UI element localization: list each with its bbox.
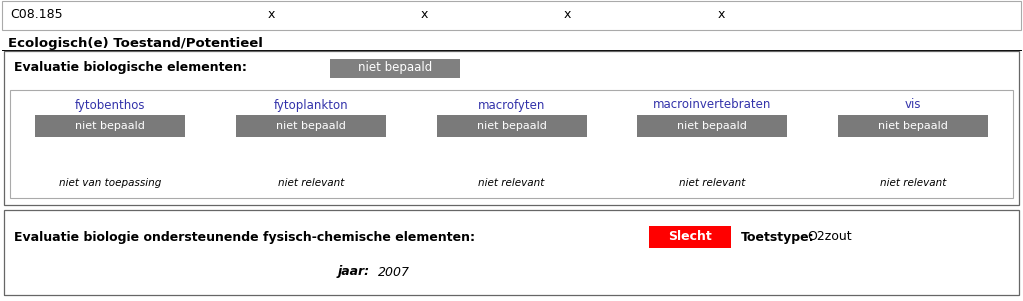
Text: fytobenthos: fytobenthos [75,98,145,111]
Bar [2,1,1021,30]
Text: niet relevant: niet relevant [880,178,946,188]
Bar [649,226,731,248]
Text: niet bepaald: niet bepaald [477,121,546,131]
Text: vis: vis [904,98,921,111]
Text: jaar:: jaar: [338,265,370,278]
Text: 2007: 2007 [379,265,410,278]
Bar [236,115,386,137]
Text: niet van toepassing: niet van toepassing [59,178,162,188]
Text: niet relevant: niet relevant [479,178,544,188]
Text: niet relevant: niet relevant [679,178,746,188]
Text: niet bepaald: niet bepaald [276,121,346,131]
Text: x: x [420,8,429,21]
Text: niet bepaald: niet bepaald [358,61,432,75]
Text: Evaluatie biologische elementen:: Evaluatie biologische elementen: [14,61,247,75]
Bar [4,295,1019,296]
Text: x: x [717,8,725,21]
Text: x: x [564,8,572,21]
Text: Evaluatie biologie ondersteunende fysisch-chemische elementen:: Evaluatie biologie ondersteunende fysisc… [14,231,475,244]
Text: fytoplankton: fytoplankton [273,98,348,111]
Bar [838,115,987,137]
Bar [36,115,185,137]
Text: Toetstype:: Toetstype: [741,231,814,244]
Text: niet bepaald: niet bepaald [878,121,947,131]
Text: macrofyten: macrofyten [478,98,545,111]
Bar [637,115,787,137]
Text: niet bepaald: niet bepaald [677,121,747,131]
Text: x: x [267,8,275,21]
Text: Slecht: Slecht [668,231,712,244]
Bar [4,51,1019,205]
Text: Ecologisch(e) Toestand/Potentieel: Ecologisch(e) Toestand/Potentieel [8,36,263,49]
Bar [10,90,1013,198]
Text: C08.185: C08.185 [10,8,62,21]
Bar [330,59,460,78]
Text: O2zout: O2zout [807,231,851,244]
Text: niet bepaald: niet bepaald [76,121,145,131]
Text: niet relevant: niet relevant [277,178,344,188]
Bar [437,115,586,137]
Bar [4,210,1019,295]
Text: macroinvertebraten: macroinvertebraten [653,98,771,111]
